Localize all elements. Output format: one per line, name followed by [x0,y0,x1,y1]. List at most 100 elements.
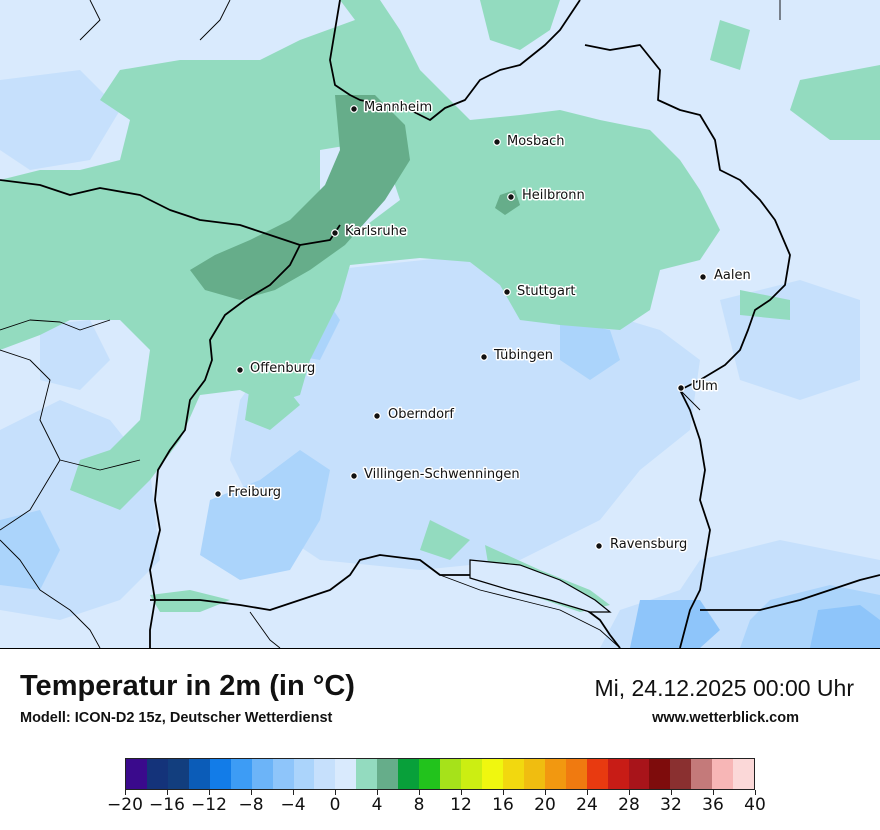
legend-color-segment [230,759,252,789]
temp-field-minus6-minus4 [630,600,880,648]
legend-color-segment [188,759,210,789]
legend-color-segment [398,759,420,789]
legend-color-segment [502,759,524,789]
weather-map: Mannheim Mosbach Heilbronn Karlsruhe Aal… [0,0,880,649]
legend-tick-label: −16 [149,795,185,815]
city-mannheim: Mannheim [350,99,434,117]
svg-text:Freiburg: Freiburg [228,485,281,500]
legend-color-segment [293,759,315,789]
city-offenburg: Offenburg [236,360,317,378]
legend-color-segment [565,759,587,789]
city-mosbach: Mosbach [493,133,566,151]
legend-color-segment [440,759,461,789]
legend-color-segment [314,759,336,789]
legend-color-segment [251,759,273,789]
legend-tick-mark [712,790,714,795]
legend-tick-label: 28 [618,795,640,815]
legend-tick-mark [586,790,588,795]
svg-text:Tübingen: Tübingen [493,348,553,363]
map-title: Temperatur in 2m (in °C) [20,670,355,702]
legend-color-segment [586,759,608,789]
legend-color-segment [733,759,755,789]
legend-tick-mark [376,790,378,795]
temp-field-minus4-minus2 [0,290,880,648]
legend-tick-mark [460,790,462,795]
legend-tick-label: −20 [107,795,143,815]
website-label: www.wetterblick.com [652,710,799,726]
legend-tick-label: 4 [371,795,383,815]
color-legend-bar [125,758,755,790]
legend-tick-mark [418,790,420,795]
city-stuttgart: Stuttgart [503,283,577,301]
legend-tick-label: 32 [660,795,682,815]
forecast-datetime: Mi, 24.12.2025 00:00 Uhr [594,675,854,701]
svg-text:Ulm: Ulm [692,379,718,394]
legend-color-segment [126,759,147,789]
legend-color-segment [272,759,294,789]
svg-text:Villingen-Schwenningen: Villingen-Schwenningen [364,467,520,482]
legend-color-segment [335,759,357,789]
city-tuebingen: Tübingen [480,347,555,365]
svg-text:Offenburg: Offenburg [250,361,315,376]
temperature-map-svg: Mannheim Mosbach Heilbronn Karlsruhe Aal… [0,0,880,648]
city-heilbronn: Heilbronn [507,187,586,205]
legend-color-segment [209,759,231,789]
legend-tick-mark [292,790,294,795]
state-borders [0,0,880,648]
legend-color-segment [670,759,692,789]
legend-tick-label: −8 [238,795,264,815]
legend-tick-label: −12 [191,795,227,815]
legend-tick-label: −4 [280,795,306,815]
legend-color-segment [167,759,189,789]
city-karlsruhe: Karlsruhe [331,223,408,241]
legend-tick-mark [166,790,168,795]
legend-color-segment [607,759,629,789]
legend-tick-mark [670,790,672,795]
legend-tick-label: 24 [576,795,598,815]
svg-text:Aalen: Aalen [714,268,751,283]
legend-tick-label: 16 [492,795,514,815]
color-legend-ticks: −20 −16 −12 −8 −4 0 4 8 12 16 20 24 28 32 36 40 [0,790,880,820]
legend-color-segment [649,759,671,789]
city-villingen-schwenningen: Villingen-Schwenningen [350,466,521,484]
model-info: Modell: ICON-D2 15z, Deutscher Wetterdie… [20,710,333,726]
legend-color-segment [146,759,168,789]
legend-tick-mark [334,790,336,795]
svg-text:Mannheim: Mannheim [364,100,432,115]
svg-text:Mosbach: Mosbach [507,134,565,149]
legend-color-segment [481,759,503,789]
legend-tick-label: 40 [744,795,766,815]
legend-tick-label: 36 [702,795,724,815]
legend-color-segment [461,759,482,789]
legend-color-segment [628,759,650,789]
legend-tick-label: 8 [413,795,425,815]
legend-color-segment [419,759,441,789]
legend-tick-mark [754,790,756,795]
legend-tick-label: 12 [450,795,472,815]
svg-text:Karlsruhe: Karlsruhe [345,224,407,239]
legend-tick-label: 20 [534,795,556,815]
legend-tick-mark [628,790,630,795]
svg-text:Oberndorf: Oberndorf [388,407,454,422]
legend-color-segment [377,759,399,789]
legend-color-segment [523,759,545,789]
country-borders [0,0,781,648]
city-freiburg: Freiburg [214,484,283,502]
legend-tick-mark [502,790,504,795]
legend-color-segment [356,759,378,789]
city-ravensburg: Ravensburg [595,536,689,554]
legend-color-segment [691,759,713,789]
legend-tick-mark [250,790,252,795]
legend-color-segment [544,759,566,789]
lake-constance [469,559,612,613]
city-oberndorf: Oberndorf [373,406,456,424]
legend-tick-label: 0 [329,795,341,815]
svg-text:Ravensburg: Ravensburg [610,537,687,552]
svg-text:Heilbronn: Heilbronn [522,188,585,203]
city-ulm: Ulm [677,378,719,396]
temp-field-2-4 [0,0,720,510]
legend-tick-mark [208,790,210,795]
svg-text:Stuttgart: Stuttgart [517,284,575,299]
city-aalen: Aalen [699,267,752,285]
legend-tick-mark [124,790,126,795]
